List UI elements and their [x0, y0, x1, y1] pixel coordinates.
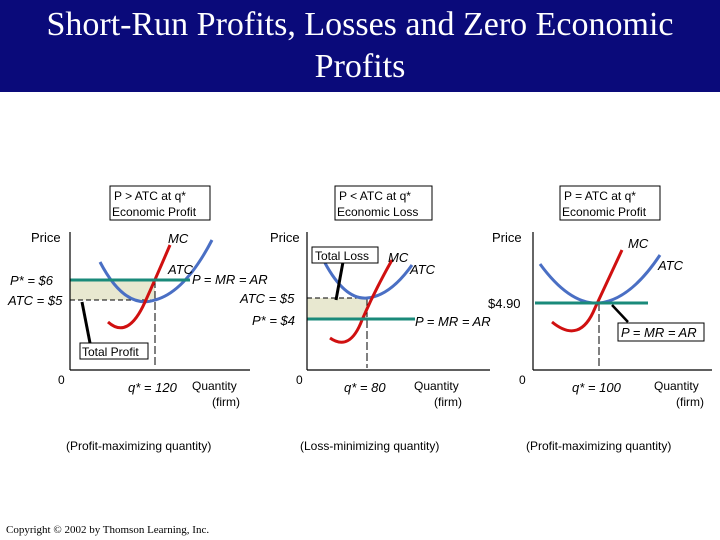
mc-curve	[551, 249, 624, 333]
price-label: $4.90	[488, 296, 521, 311]
area-label: Total Loss	[315, 249, 369, 263]
atc-label: ATC	[167, 262, 194, 277]
demand-label: P = MR = AR	[192, 272, 268, 287]
panel-header-line2: Economic Profit	[112, 205, 197, 219]
x-axis-label-line2: (firm)	[434, 395, 462, 409]
q-label: q* = 80	[344, 380, 386, 395]
demand-label: P = MR = AR	[621, 325, 697, 340]
demand-label: P = MR = AR	[415, 314, 491, 329]
loss-pointer	[334, 261, 345, 301]
x-axis-label-line1: Quantity	[192, 379, 237, 393]
q-label: q* = 120	[128, 380, 178, 395]
origin-label: 0	[296, 373, 303, 387]
mc-curve	[106, 244, 172, 330]
profit-pointer	[80, 301, 92, 344]
atc-label: ATC	[657, 258, 684, 273]
panel-header-line2: Economic Profit	[562, 205, 647, 219]
panel-header-box	[559, 185, 661, 221]
atc-curve	[323, 262, 414, 300]
origin-label: 0	[58, 373, 65, 387]
area-label-box	[311, 246, 379, 264]
panel-caption: (Profit-maximizing quantity)	[66, 439, 211, 453]
demand-pointer	[611, 304, 629, 323]
mc-label: MC	[628, 236, 649, 251]
panel-header-line1: P < ATC at q*	[339, 189, 411, 203]
atc-value-label: ATC = $5	[7, 293, 63, 308]
area-label-box	[79, 342, 149, 360]
atc-curve	[98, 239, 214, 304]
price-label: P* = $4	[252, 313, 295, 328]
title-bar: Short-Run Profits, Losses and Zero Econo…	[0, 0, 720, 92]
mc-label: MC	[388, 250, 409, 265]
copyright-notice: Copyright © 2002 by Thomson Learning, In…	[6, 524, 210, 536]
panel-caption: (Profit-maximizing quantity)	[526, 439, 671, 453]
y-axis-label: Price	[31, 230, 61, 245]
x-axis-label-line1: Quantity	[654, 379, 699, 393]
price-label: P* = $6	[10, 273, 54, 288]
y-axis-label: Price	[270, 230, 300, 245]
panel-caption: (Loss-minimizing quantity)	[300, 439, 439, 453]
area-label: Total Profit	[82, 345, 139, 359]
x-axis-label-line2: (firm)	[676, 395, 704, 409]
origin-label: 0	[519, 373, 526, 387]
panel-profit: P > ATC at q* Economic Profit Price MC A…	[7, 185, 268, 453]
page-title: Short-Run Profits, Losses and Zero Econo…	[46, 6, 674, 85]
panel-header-line2: Economic Loss	[337, 205, 418, 219]
profit-area	[70, 280, 155, 300]
mc-label: MC	[168, 231, 189, 246]
atc-value-label: ATC = $5	[239, 291, 295, 306]
panel-header-box	[109, 185, 211, 221]
panel-header-box	[334, 185, 433, 221]
demand-label-box	[617, 322, 705, 342]
panel-header-line1: P = ATC at q*	[564, 189, 636, 203]
panel-zero-profit: P = ATC at q* Economic Profit Price MC A…	[488, 185, 712, 453]
loss-area	[307, 298, 367, 319]
x-axis-label-line2: (firm)	[212, 395, 240, 409]
y-axis-label: Price	[492, 230, 522, 245]
atc-label: ATC	[409, 262, 436, 277]
panel-loss: P < ATC at q* Economic Loss Price Total …	[239, 185, 491, 453]
q-label: q* = 100	[572, 380, 622, 395]
x-axis-label-line1: Quantity	[414, 379, 459, 393]
panel-header-line1: P > ATC at q*	[114, 189, 186, 203]
